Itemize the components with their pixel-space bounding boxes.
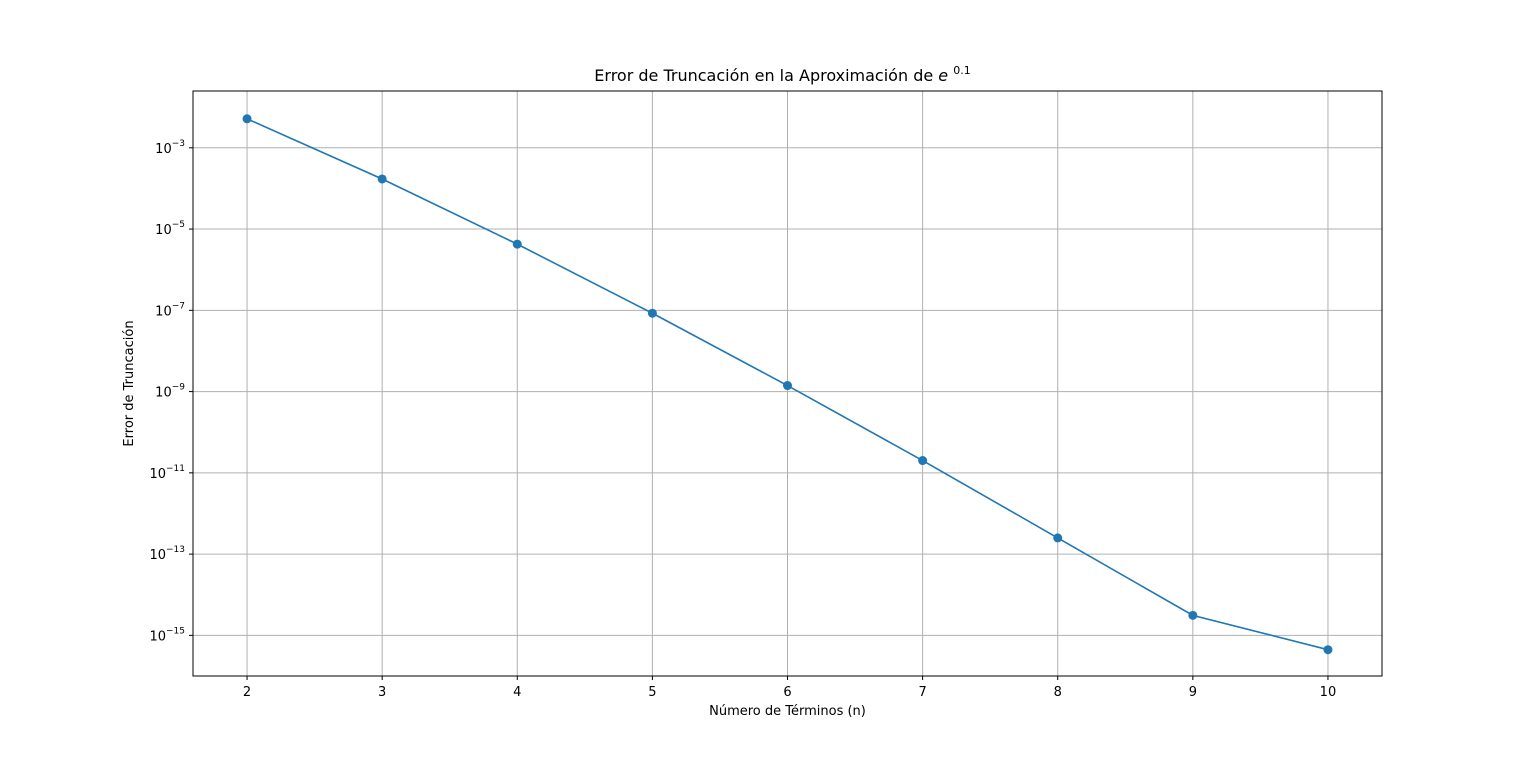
x-tick-label: 10 [1320, 685, 1337, 700]
data-point-n6 [783, 381, 792, 391]
x-axis-label: Número de Términos (n) [709, 704, 866, 719]
data-point-n3 [377, 174, 387, 184]
chart-title-math-exponent: 0.1 [953, 64, 971, 77]
series-layer [242, 114, 1333, 655]
y-tick-label: 10−3 [155, 139, 185, 157]
y-tick-label: 10−13 [149, 545, 185, 563]
data-point-n2 [242, 114, 252, 124]
y-tick-label: 10−11 [149, 464, 185, 482]
y-tick-label: 10−15 [149, 626, 185, 644]
x-tick-label: 5 [648, 685, 656, 700]
data-point-n4 [512, 239, 522, 249]
data-point-n10 [1323, 645, 1333, 655]
x-tick-label: 9 [1189, 685, 1197, 700]
chart-title-math-base: e [938, 66, 948, 85]
y-tick-label: 10−7 [155, 301, 185, 319]
y-axis-label: Error de Truncación [122, 320, 137, 446]
data-point-n8 [1053, 533, 1063, 543]
chart-title: Error de Truncación en la Aproximación d… [594, 64, 970, 85]
data-point-n9 [1188, 610, 1198, 620]
ticks: 2 3 4 5 6 7 8 9 10 10−3 10−5 10−7 10−9 10−11 10−13 10−1… [149, 139, 1336, 700]
x-tick-label: 3 [378, 685, 386, 700]
data-point-n7 [918, 456, 928, 466]
x-tick-label: 7 [918, 685, 926, 700]
data-point-n5 [647, 308, 657, 318]
y-tick-label: 10−5 [155, 220, 185, 238]
grid [193, 91, 1382, 676]
x-tick-label: 2 [243, 685, 251, 700]
x-tick-label: 6 [783, 685, 791, 700]
x-tick-label: 4 [513, 685, 521, 700]
y-tick-label: 10−9 [155, 383, 185, 401]
x-tick-label: 8 [1054, 685, 1062, 700]
chart-title-text: Error de Truncación en la Aproximación d… [594, 66, 933, 85]
